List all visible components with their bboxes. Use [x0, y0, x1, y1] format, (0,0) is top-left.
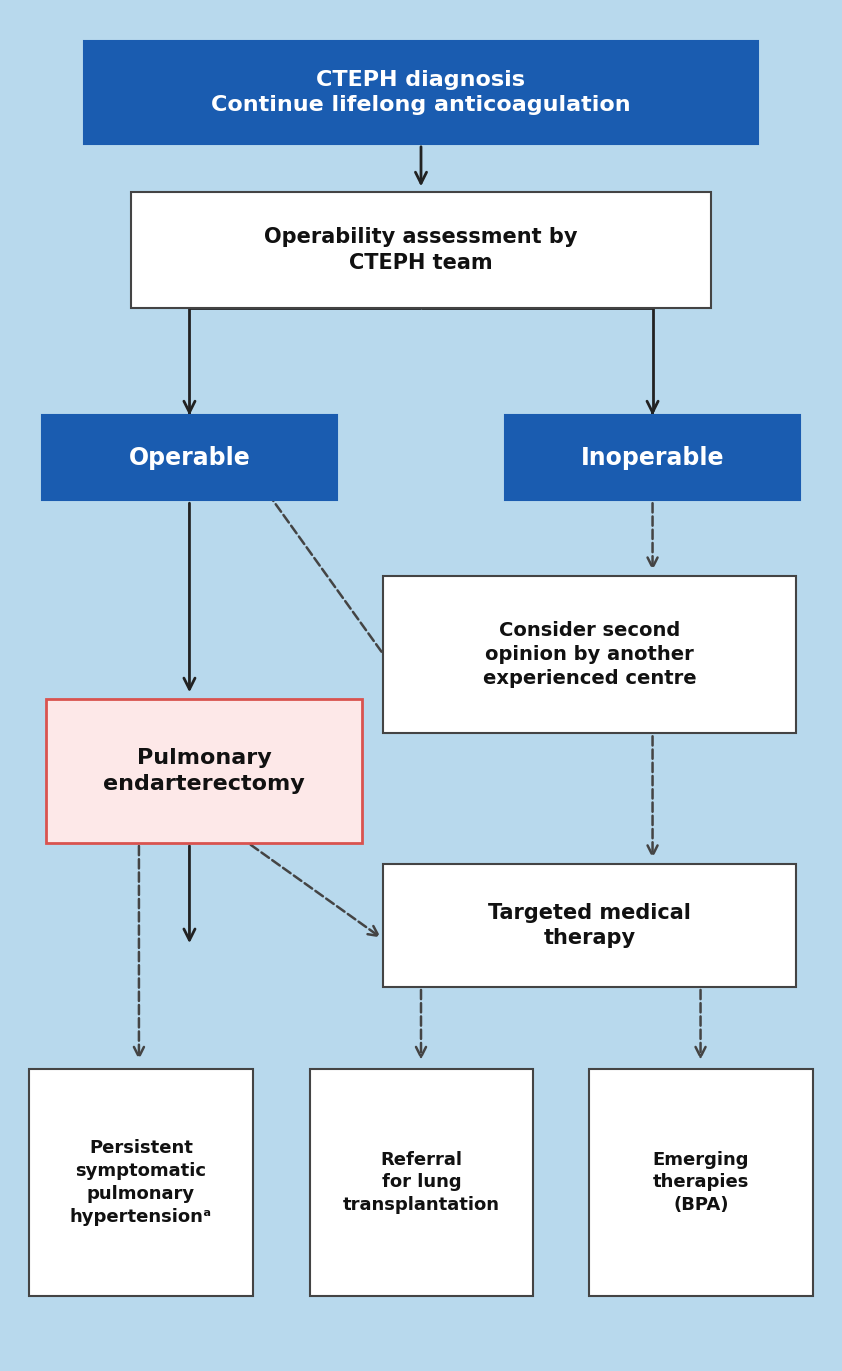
Text: Pulmonary
endarterectomy: Pulmonary endarterectomy: [104, 749, 305, 794]
Text: Operable: Operable: [129, 446, 250, 470]
FancyBboxPatch shape: [131, 192, 711, 308]
FancyBboxPatch shape: [84, 41, 758, 144]
Text: CTEPH diagnosis
Continue lifelong anticoagulation: CTEPH diagnosis Continue lifelong antico…: [211, 70, 631, 115]
Text: Operability assessment by
CTEPH team: Operability assessment by CTEPH team: [264, 228, 578, 273]
FancyBboxPatch shape: [383, 576, 796, 733]
FancyBboxPatch shape: [310, 1069, 533, 1296]
Text: Persistent
symptomatic
pulmonary
hypertensionᵃ: Persistent symptomatic pulmonary hyperte…: [70, 1139, 212, 1226]
Text: Targeted medical
therapy: Targeted medical therapy: [488, 902, 690, 949]
FancyBboxPatch shape: [46, 699, 362, 843]
Text: Referral
for lung
transplantation: Referral for lung transplantation: [343, 1150, 500, 1215]
FancyBboxPatch shape: [589, 1069, 813, 1296]
FancyBboxPatch shape: [42, 415, 337, 500]
Text: Consider second
opinion by another
experienced centre: Consider second opinion by another exper…: [482, 621, 696, 688]
FancyBboxPatch shape: [29, 1069, 253, 1296]
Text: Inoperable: Inoperable: [581, 446, 724, 470]
FancyBboxPatch shape: [383, 864, 796, 987]
FancyBboxPatch shape: [505, 415, 800, 500]
Text: Emerging
therapies
(BPA): Emerging therapies (BPA): [653, 1150, 749, 1215]
